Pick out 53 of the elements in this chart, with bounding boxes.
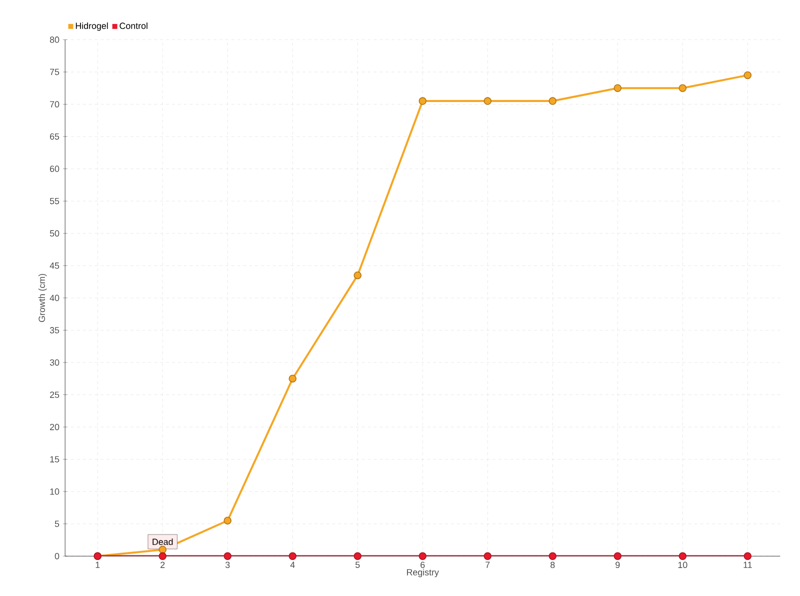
x-tick-label: 1 [96, 562, 100, 568]
point [678, 84, 687, 92]
point [484, 552, 492, 560]
y-tick-label: 70 [50, 101, 60, 108]
x-tick-label: 6 [420, 562, 425, 568]
y-tick-label: 45 [50, 262, 60, 269]
y-tick-label: 60 [50, 166, 60, 172]
y-tick-label: 5 [54, 520, 60, 528]
y-tick-label: 30 [50, 359, 60, 366]
y-tick-label: 25 [50, 392, 60, 398]
x-tick-label: 3 [225, 562, 230, 568]
point [548, 552, 556, 560]
y-tick-label: 80 [50, 36, 60, 43]
point [744, 552, 752, 560]
y-tick-label: 0 [54, 553, 60, 560]
x-tick-label: 11 [744, 562, 752, 568]
x-tick-label: 4 [290, 562, 295, 568]
point [224, 516, 232, 525]
point [548, 97, 556, 105]
point [288, 552, 296, 560]
y-tick-label: 55 [50, 198, 60, 204]
y-tick-label: 50 [50, 230, 60, 237]
y-tick-label: 35 [50, 327, 60, 334]
point [224, 552, 232, 560]
point [678, 552, 687, 560]
y-tick-label: 10 [50, 488, 60, 495]
point [484, 97, 492, 105]
point [614, 552, 622, 560]
point [744, 71, 752, 80]
legend-label: Hidrogel [76, 22, 108, 31]
point [158, 552, 166, 560]
y-tick-label: 20 [50, 424, 60, 430]
y-tick-label: 75 [50, 68, 60, 76]
x-tick-label: 7 [486, 562, 490, 568]
x-axis-title: Registry [407, 568, 439, 578]
point [354, 552, 362, 560]
x-tick-label: 8 [550, 562, 555, 568]
legend-label: Control [120, 22, 148, 30]
point [614, 84, 622, 92]
point [288, 374, 296, 383]
x-tick-label: 2 [160, 562, 165, 568]
point [158, 546, 166, 554]
x-tick-label: 5 [355, 562, 360, 568]
annotation: Dead [152, 538, 173, 546]
point [418, 97, 426, 105]
point [418, 552, 426, 560]
y-tick-label: 40 [50, 294, 60, 302]
point [354, 272, 362, 280]
y-tick-label: 65 [50, 133, 60, 140]
y-tick-label: 15 [50, 456, 60, 462]
y-axis-title: Growth (cm) [38, 274, 47, 322]
x-tick-label: 10 [678, 562, 688, 568]
x-tick-label: 9 [616, 562, 620, 568]
